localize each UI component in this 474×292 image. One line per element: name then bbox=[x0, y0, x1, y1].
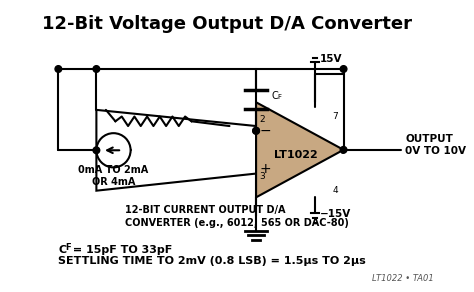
Text: F: F bbox=[65, 244, 71, 253]
Circle shape bbox=[253, 128, 259, 134]
Circle shape bbox=[93, 66, 100, 72]
Text: C: C bbox=[58, 245, 66, 255]
Text: +: + bbox=[260, 162, 272, 176]
Text: LT1022 • TA01: LT1022 • TA01 bbox=[372, 274, 434, 283]
Circle shape bbox=[96, 133, 131, 167]
Text: F: F bbox=[277, 94, 281, 100]
Text: −: − bbox=[260, 124, 272, 138]
Circle shape bbox=[55, 66, 62, 72]
Circle shape bbox=[340, 147, 347, 153]
Text: 12-Bit Voltage Output D/A Converter: 12-Bit Voltage Output D/A Converter bbox=[42, 15, 411, 33]
Text: 0mA TO 2mA
OR 4mA: 0mA TO 2mA OR 4mA bbox=[78, 165, 149, 187]
Circle shape bbox=[253, 128, 259, 134]
Text: 4: 4 bbox=[332, 186, 338, 195]
Polygon shape bbox=[96, 110, 256, 191]
Text: C: C bbox=[271, 91, 278, 101]
Circle shape bbox=[93, 147, 100, 154]
Text: 2: 2 bbox=[259, 115, 264, 124]
Text: 3: 3 bbox=[259, 172, 264, 181]
Polygon shape bbox=[256, 102, 344, 197]
Text: 15V: 15V bbox=[320, 55, 342, 65]
Text: 6: 6 bbox=[340, 147, 346, 156]
Text: SETTLING TIME TO 2mV (0.8 LSB) = 1.5μs TO 2μs: SETTLING TIME TO 2mV (0.8 LSB) = 1.5μs T… bbox=[58, 256, 366, 266]
Text: LT1022: LT1022 bbox=[274, 150, 318, 159]
Circle shape bbox=[340, 66, 347, 72]
Text: = 15pF TO 33pF: = 15pF TO 33pF bbox=[69, 245, 172, 255]
Text: 7: 7 bbox=[332, 112, 338, 121]
Text: −15V: −15V bbox=[320, 209, 351, 220]
Text: OUTPUT
0V TO 10V: OUTPUT 0V TO 10V bbox=[405, 134, 466, 156]
Text: 12-BIT CURRENT OUTPUT D/A
CONVERTER (e.g., 6012, 565 OR DAC-80): 12-BIT CURRENT OUTPUT D/A CONVERTER (e.g… bbox=[125, 205, 349, 228]
